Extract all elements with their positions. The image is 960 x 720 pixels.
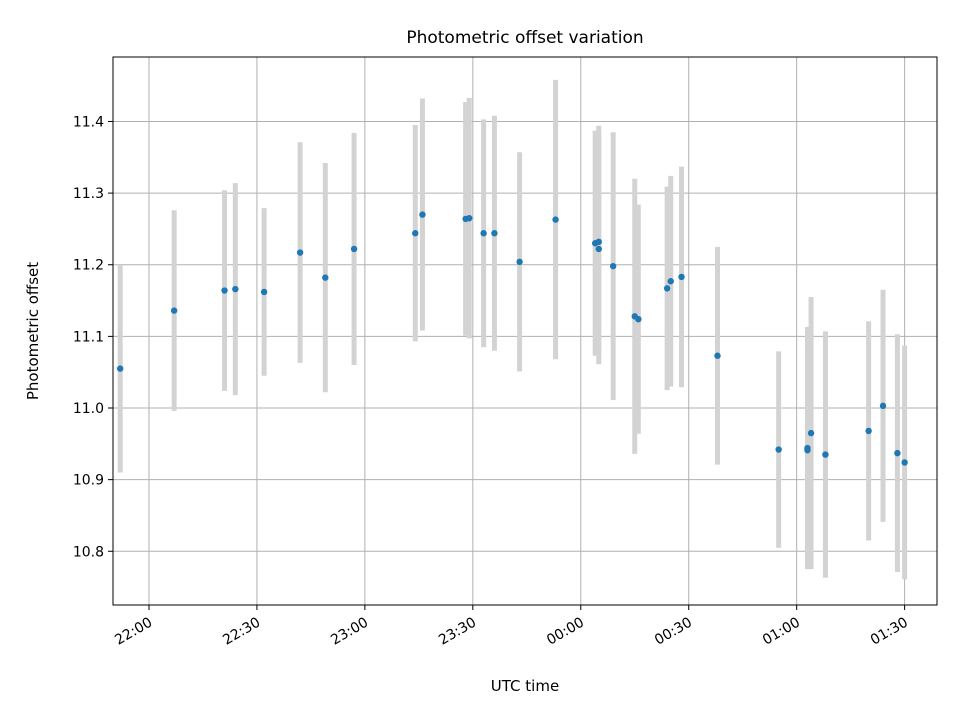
plot-area	[112, 56, 938, 606]
y-axis-ticks: 10.8 10.9 11.0 11.1 11.2 11.3 11.4	[73, 114, 113, 560]
data-point	[260, 288, 268, 296]
y-tick-label: 11.3	[73, 186, 104, 202]
data-point	[865, 427, 872, 435]
data-point	[635, 315, 642, 323]
data-point	[804, 444, 811, 452]
data-point	[879, 402, 887, 410]
data-point	[807, 429, 815, 437]
data-point	[901, 459, 908, 466]
data-point	[678, 273, 685, 281]
data-point	[116, 365, 124, 372]
y-tick-label: 11.4	[73, 114, 104, 130]
data-point	[296, 249, 304, 256]
data-point	[419, 211, 426, 218]
data-point	[822, 451, 829, 458]
data-point	[595, 245, 602, 253]
plot-background	[113, 57, 937, 605]
data-point	[170, 307, 178, 314]
data-point	[491, 230, 498, 237]
y-tick-label: 11.1	[73, 329, 104, 345]
y-tick-label: 10.9	[73, 473, 104, 489]
data-point	[466, 214, 473, 222]
data-point	[516, 258, 523, 266]
chart-title: Photometric offset variation	[406, 28, 643, 48]
data-point	[609, 262, 617, 270]
x-axis-label: UTC time	[491, 677, 559, 695]
y-axis-label: Photometric offset	[24, 262, 42, 400]
data-point	[232, 285, 239, 293]
data-point	[714, 352, 721, 359]
data-point	[350, 245, 358, 253]
data-points	[116, 211, 908, 466]
y-tick-label: 10.8	[73, 544, 104, 560]
data-point	[552, 216, 559, 223]
data-point	[775, 446, 782, 453]
data-point	[894, 449, 901, 457]
y-tick-label: 11.2	[73, 258, 104, 274]
data-point	[480, 230, 487, 237]
plot-frame	[112, 56, 938, 606]
data-point	[221, 287, 228, 294]
data-point	[663, 285, 671, 292]
data-point	[412, 230, 419, 237]
data-point	[667, 278, 674, 285]
data-point	[595, 238, 602, 246]
data-point	[322, 274, 329, 281]
y-tick-label: 11.0	[73, 401, 104, 417]
